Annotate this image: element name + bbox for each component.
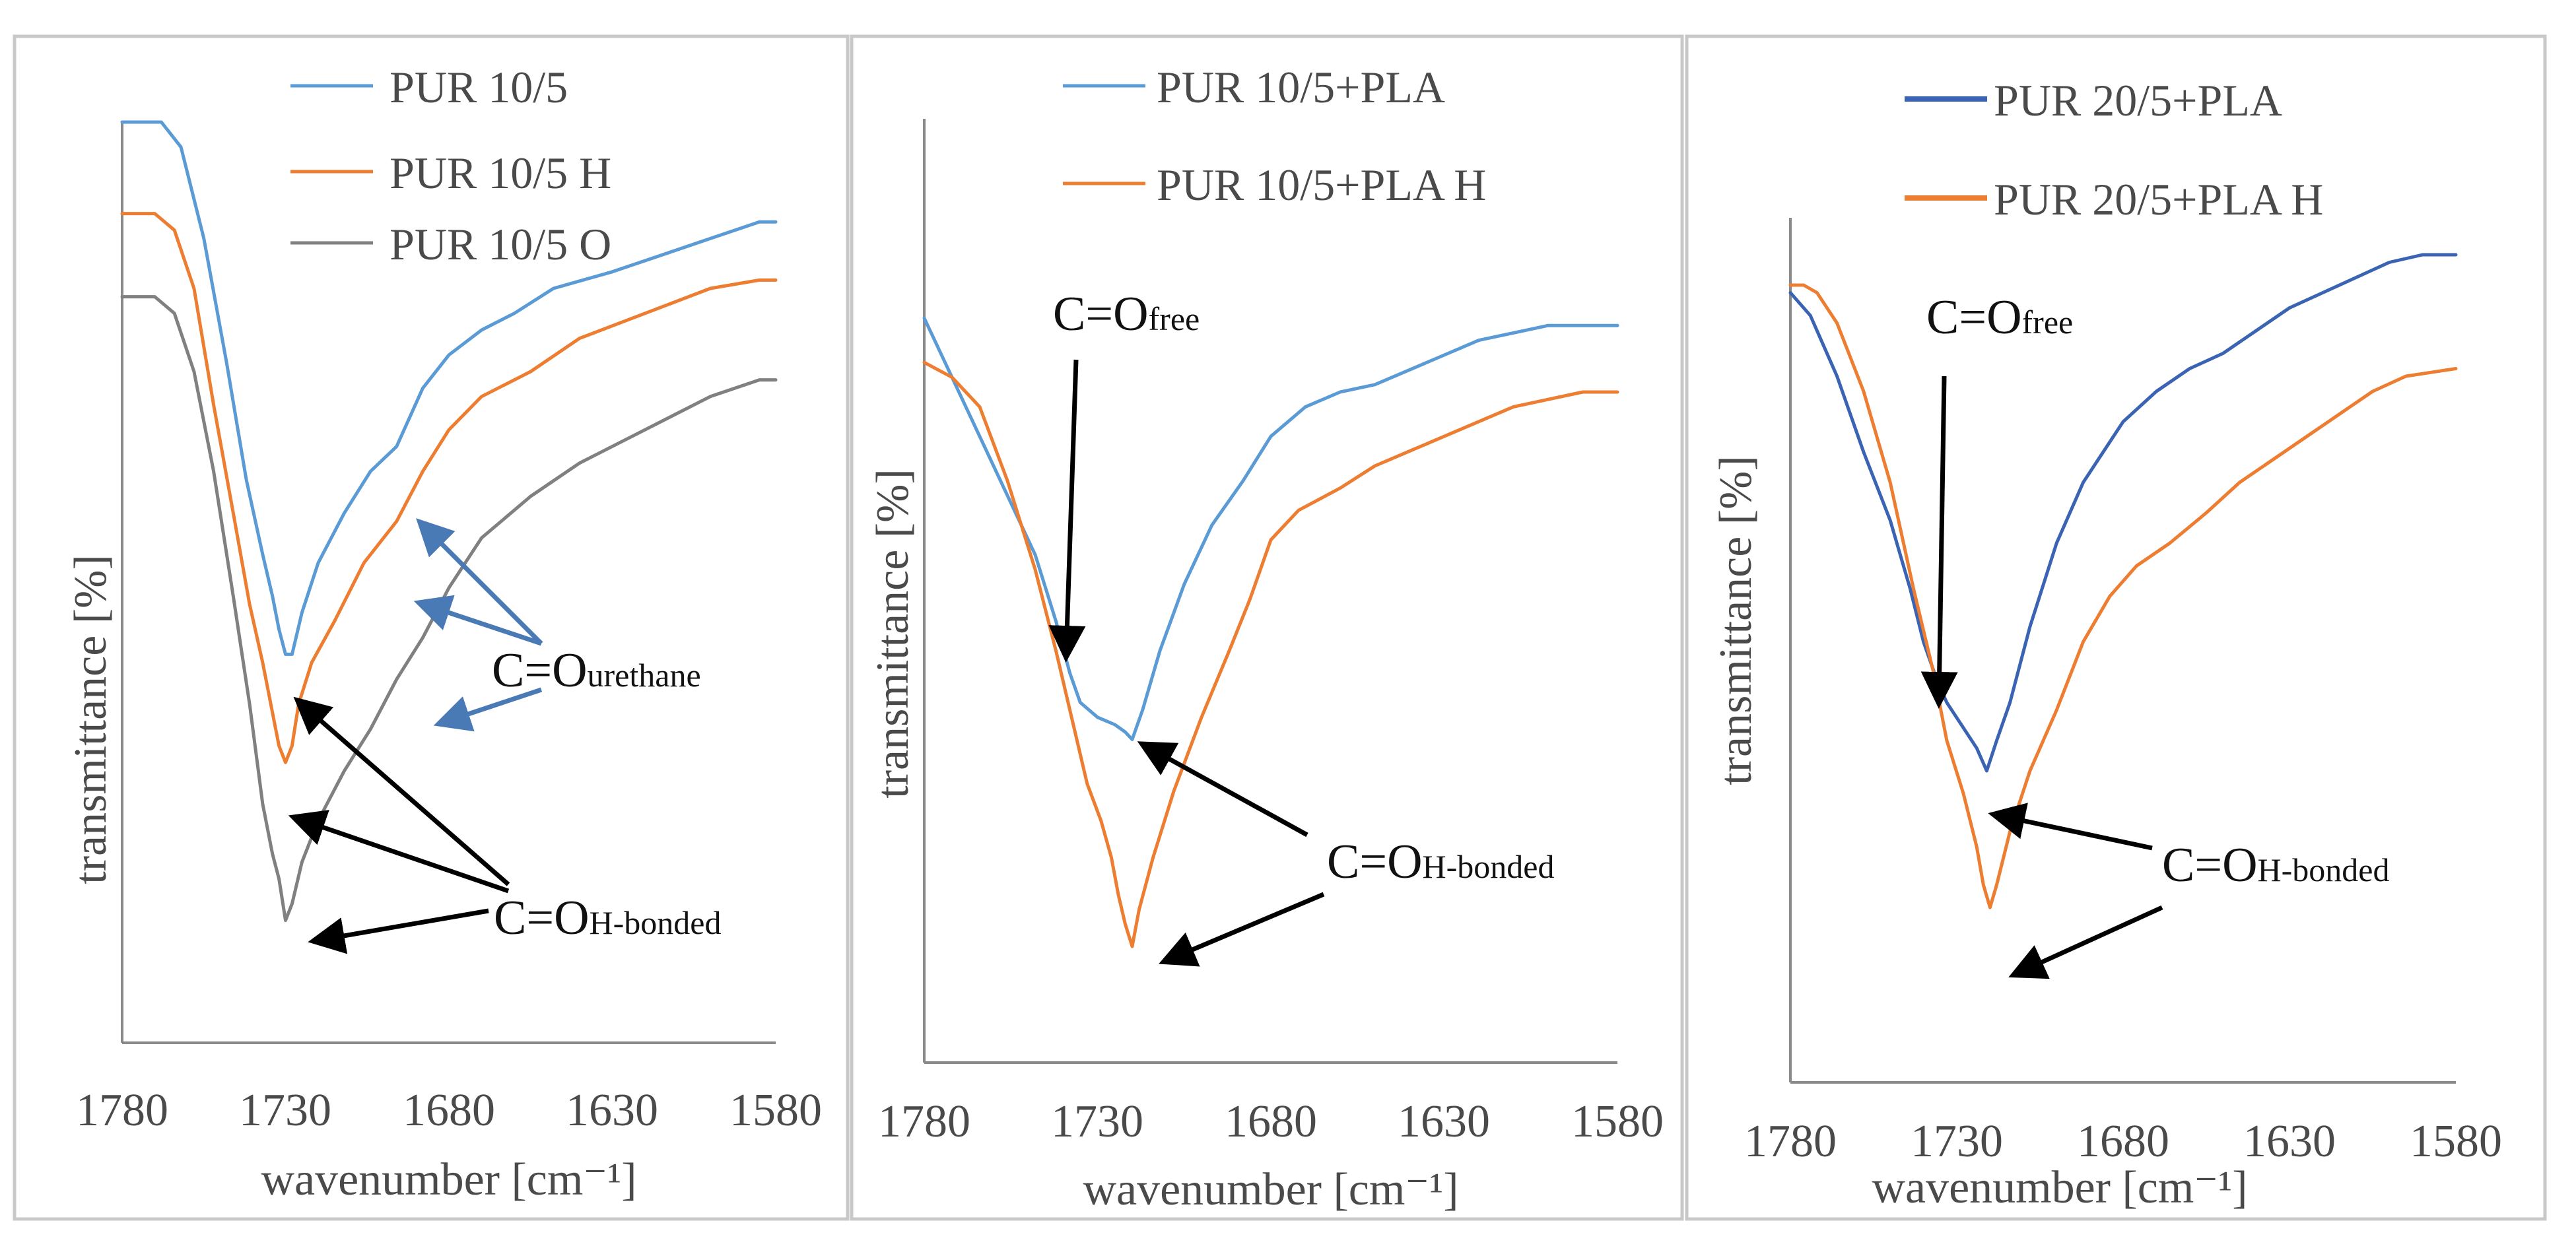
panel-3-tick-1730: 1730 (1911, 1116, 2003, 1167)
panel-2-tick-1630: 1630 (1398, 1096, 1490, 1147)
panel-3-series-group (1788, 253, 2458, 909)
panel-3-annotation-hbonded: C=OH-bonded (2162, 838, 2389, 892)
panel-1-frame (13, 34, 850, 1221)
panel-2-tick-1580: 1580 (1571, 1096, 1664, 1147)
panel-2-annotation-hbonded: C=OH-bonded (1327, 835, 1554, 889)
panel-3-annotation-hbonded-main: C=O (2162, 838, 2258, 892)
panel-3-y-axis-label: transmittance [%] (1711, 455, 1761, 785)
panel-1-annotation-hbonded-sub: H-bonded (590, 904, 722, 941)
panel-2-tick-1680: 1680 (1225, 1096, 1317, 1147)
legend-label-pur-10-5-pla: PUR 10/5+PLA (1157, 62, 1445, 112)
panel-1-arrow-urethane-1 (416, 518, 543, 645)
panel-2-arrow-hbonded-2 (1159, 892, 1325, 967)
panel-1-annotation-hbonded: C=OH-bonded (494, 891, 721, 945)
panel-3-x-axis-label: wavenumber [cm⁻¹] (1872, 1162, 2247, 1213)
legend-label-pur-10-5: PUR 10/5 (390, 62, 568, 112)
panel-1-arrow-urethane-3 (433, 687, 543, 732)
panel-1-tick-1580: 1580 (729, 1085, 822, 1136)
panel-2-annotation-free-main: C=O (1053, 287, 1149, 341)
panel-3-arrow-free (1920, 376, 1958, 709)
panel-3-tick-1680: 1680 (2077, 1116, 2169, 1167)
panel-1-tick-1630: 1630 (566, 1085, 658, 1136)
panel-1-tick-1780: 1780 (76, 1085, 168, 1136)
legend-label-pur-20-5-pla-h: PUR 20/5+PLA H (1994, 174, 2323, 224)
panel-2-annotation-free-sub: free (1149, 300, 1200, 337)
panel-3-tick-1630: 1630 (2243, 1116, 2336, 1167)
panel-2-arrow-hbonded-1 (1137, 741, 1308, 838)
panel-1-tick-1730: 1730 (239, 1085, 331, 1136)
panel-2-annotation-hbonded-sub: H-bonded (1423, 848, 1555, 885)
panel-1-annotation-urethane-sub: urethane (588, 657, 701, 694)
panel-3-annotation-hbonded-sub: H-bonded (2258, 851, 2390, 888)
series-line-pur-20-5-pla-h (1788, 283, 2458, 909)
panel-2-tick-1730: 1730 (1051, 1096, 1143, 1147)
panel-3-annotation-free-sub: free (2022, 304, 2074, 341)
panel-2-annotation-hbonded-main: C=O (1327, 835, 1423, 889)
series-line-pur-20-5-pla (1788, 253, 2458, 773)
panel-3-frame (1685, 34, 2547, 1221)
panel-2: PUR 10/5+PLA PUR 10/5+PLA H 1780 1730 16… (850, 34, 1684, 1221)
panel-1-annotation-hbonded-main: C=O (494, 891, 590, 945)
panel-1-annotation-urethane-main: C=O (492, 643, 588, 698)
panel-1-annotation-urethane: C=Ourethane (492, 643, 701, 698)
panel-1-y-axis-label: transmittance [%] (65, 554, 116, 884)
panel-3-arrow-hbonded-2 (2008, 905, 2163, 979)
panel-1-arrow-hbonded-1 (293, 696, 510, 886)
panel-1-x-axis-label: wavenumber [cm⁻¹] (261, 1154, 636, 1205)
panel-1-arrow-urethane-2 (413, 595, 543, 646)
panel-2-arrow-free (1048, 359, 1086, 663)
panel-2-y-axis-label: transmittance [%] (867, 469, 918, 799)
legend-label-pur-10-5-o: PUR 10/5 O (390, 219, 611, 269)
legend-label-pur-20-5-pla: PUR 20/5+PLA (1994, 75, 2282, 125)
panel-3-tick-1580: 1580 (2410, 1116, 2502, 1167)
panel-3: PUR 20/5+PLA PUR 20/5+PLA H 1780 1730 16… (1685, 34, 2547, 1221)
panel-2-tick-1780: 1780 (878, 1096, 970, 1147)
legend-label-pur-10-5-pla-h: PUR 10/5+PLA H (1157, 160, 1486, 210)
series-line-pur-10-5 (120, 120, 778, 656)
panel-3-tick-1780: 1780 (1744, 1116, 1837, 1167)
panel-3-arrow-hbonded-1 (1988, 803, 2153, 851)
panel-1-arrow-hbonded-3 (308, 908, 489, 954)
legend-label-pur-10-5-h: PUR 10/5 H (390, 148, 611, 198)
panel-2-x-axis-label: wavenumber [cm⁻¹] (1083, 1164, 1458, 1215)
panel-1-arrow-hbonded-2 (288, 810, 510, 894)
panel-2-frame (850, 34, 1684, 1221)
panel-3-annotation-free-main: C=O (1926, 290, 2022, 345)
panel-1-tick-1680: 1680 (403, 1085, 495, 1136)
series-line-pur-10-5-h (120, 212, 778, 764)
panel-2-annotation-free: C=Ofree (1053, 287, 1200, 341)
series-line-pur-10-5-pla (922, 316, 1619, 741)
panel-3-annotation-free: C=Ofree (1926, 290, 2073, 345)
series-line-pur-10-5-o (120, 295, 778, 923)
panel-1: PUR 10/5 PUR 10/5 H PUR 10/5 O 1780 1730… (13, 34, 850, 1221)
